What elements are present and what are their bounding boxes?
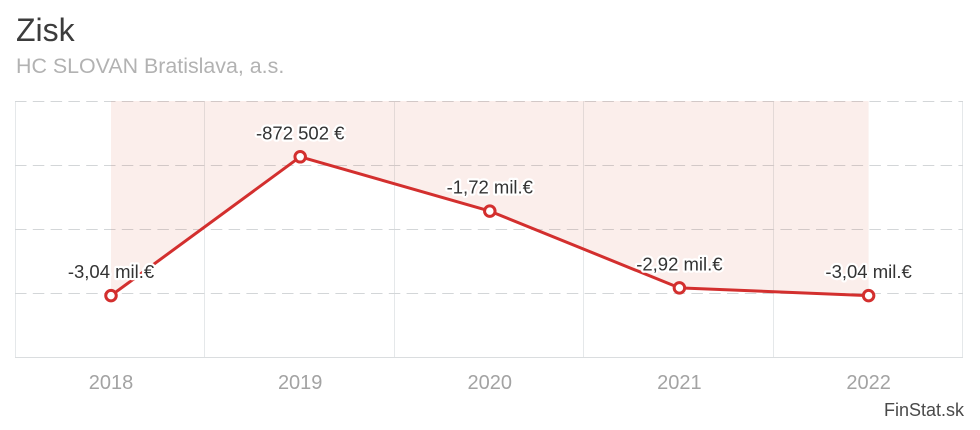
svg-text:2018: 2018	[89, 372, 134, 394]
svg-text:-872 502 €: -872 502 €	[256, 122, 345, 143]
svg-text:FinStat.sk: FinStat.sk	[884, 400, 965, 420]
svg-text:HC SLOVAN Bratislava, a.s.: HC SLOVAN Bratislava, a.s.	[16, 54, 284, 78]
svg-text:-1,72 mil.€: -1,72 mil.€	[447, 177, 534, 198]
svg-text:2020: 2020	[468, 372, 513, 394]
svg-text:2021: 2021	[657, 372, 702, 394]
svg-text:2022: 2022	[846, 372, 891, 394]
svg-text:-2,92 mil.€: -2,92 mil.€	[636, 253, 723, 274]
svg-text:-3,04 mil.€: -3,04 mil.€	[68, 261, 155, 282]
svg-text:Zisk: Zisk	[16, 12, 76, 48]
svg-text:-3,04 mil.€: -3,04 mil.€	[825, 261, 912, 282]
svg-text:2019: 2019	[278, 372, 323, 394]
